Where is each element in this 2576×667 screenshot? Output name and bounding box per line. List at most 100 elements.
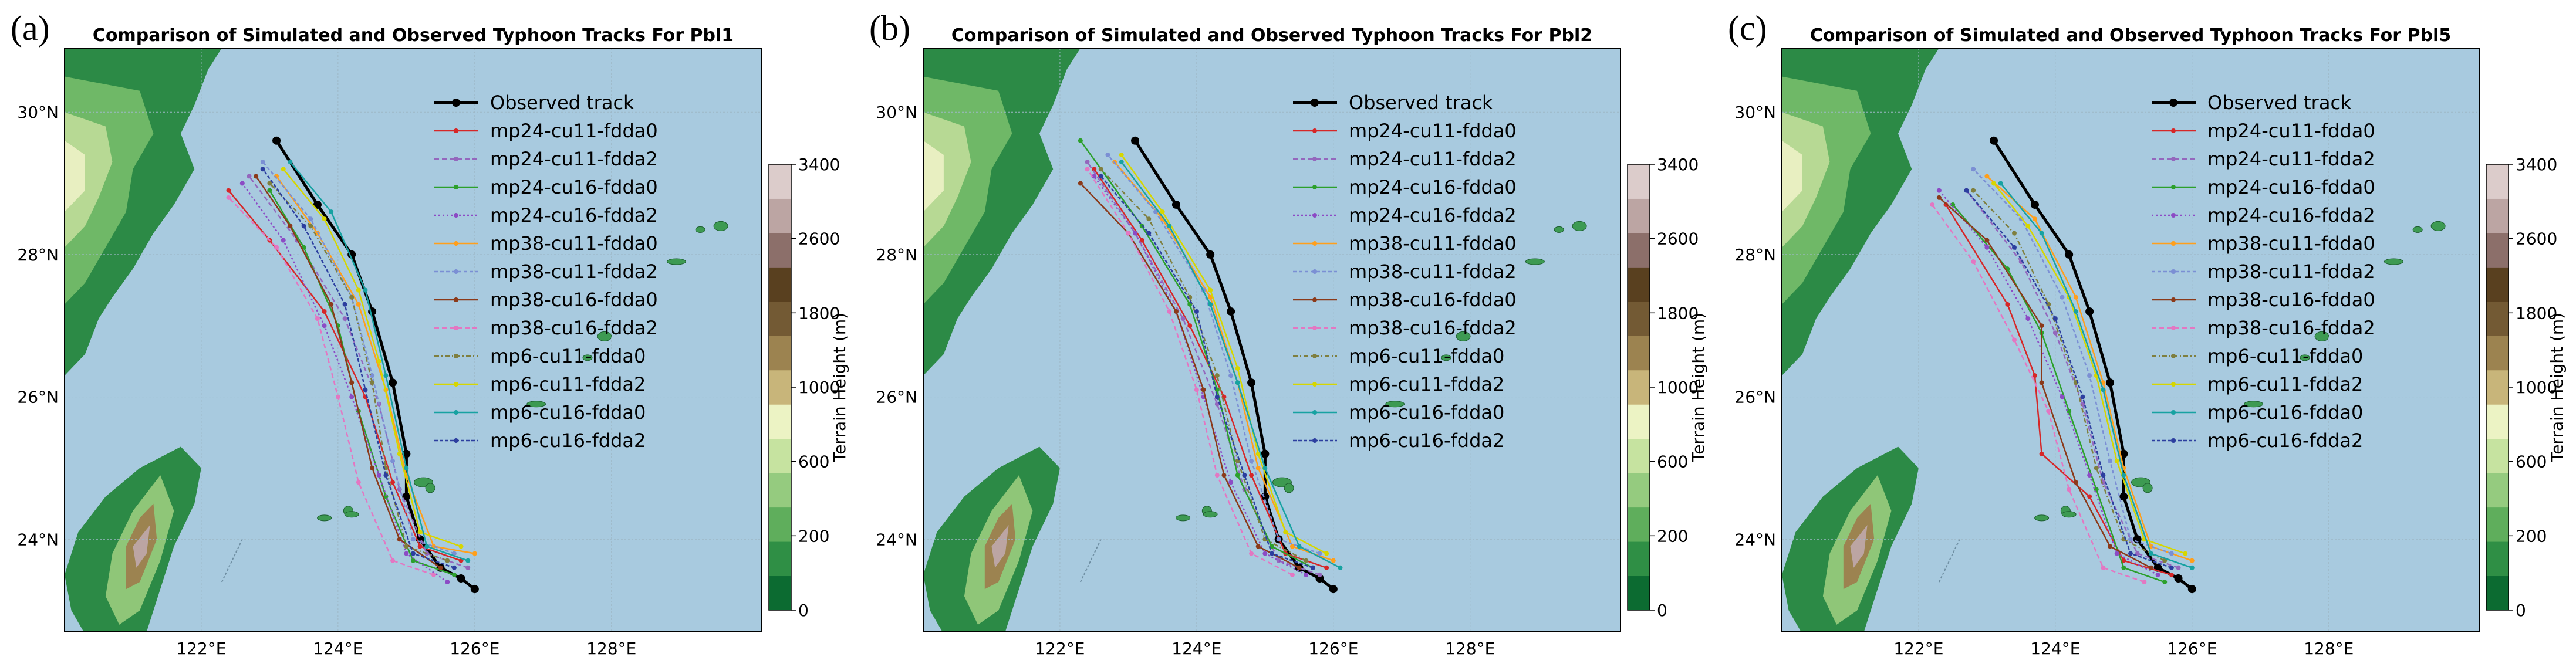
track-point — [1201, 387, 1206, 392]
colorbar-tick-label: 600 — [798, 452, 829, 472]
x-tick-label: 124°E — [2030, 639, 2080, 658]
track-point — [1317, 551, 1322, 556]
track-point — [1270, 551, 1274, 556]
track-point — [1194, 387, 1199, 392]
track-point — [465, 565, 471, 570]
legend-marker — [452, 99, 460, 107]
track-point — [2119, 492, 2128, 501]
legend-label: mp24-cu16-fdda2 — [2207, 204, 2375, 226]
track-point — [1304, 572, 1309, 577]
track-point — [1126, 231, 1131, 236]
track-point — [370, 380, 375, 385]
colorbar-segment — [2486, 473, 2509, 508]
track-point — [315, 316, 320, 321]
track-point — [1964, 188, 1969, 193]
taiwan-peak — [1850, 525, 1868, 568]
island — [2300, 354, 2310, 361]
track-point — [2065, 250, 2074, 259]
island — [2244, 401, 2264, 408]
track-point — [226, 188, 231, 193]
colorbar-segment — [2486, 301, 2509, 336]
island — [344, 511, 359, 518]
track-point — [2085, 307, 2094, 316]
track-point — [267, 181, 272, 186]
island — [2142, 483, 2153, 493]
chart-title: Comparison of Simulated and Observed Typ… — [951, 25, 1592, 46]
track-point — [2121, 473, 2126, 478]
track-point — [1984, 238, 1990, 243]
track-point — [1214, 373, 1220, 378]
legend-label: mp24-cu16-fdda0 — [2207, 176, 2375, 198]
track-point — [2142, 580, 2147, 585]
track-point — [1235, 473, 1240, 478]
x-tick-label: 122°E — [1893, 639, 1943, 658]
track-point — [1261, 449, 1270, 458]
y-tick-label: 28°N — [17, 245, 59, 265]
track-point — [2135, 551, 2140, 556]
legend-label: mp38-cu11-fdda2 — [2207, 260, 2375, 283]
track-map-b: (b) Comparison of Simulated and Observed … — [869, 9, 1708, 658]
colorbar-tick-label: 0 — [2516, 601, 2526, 620]
colorbar-tick-label: 3400 — [1657, 155, 1699, 174]
track-point — [1338, 565, 1343, 570]
island — [317, 514, 332, 522]
track-point — [431, 572, 436, 577]
track-point — [2174, 574, 2183, 583]
island — [2061, 511, 2077, 518]
track-point — [2012, 231, 2017, 236]
legend-label: mp24-cu11-fdda0 — [490, 120, 658, 142]
track-point — [2187, 585, 2196, 594]
legend-marker — [2171, 382, 2176, 387]
island — [2412, 226, 2423, 233]
track-point — [281, 167, 286, 172]
track-point — [2114, 458, 2119, 463]
track-point — [2039, 380, 2044, 385]
track-point — [1085, 160, 1090, 165]
legend-marker — [1312, 269, 1317, 274]
colorbar-segment — [2486, 404, 2509, 439]
island — [425, 483, 435, 493]
track-point — [370, 373, 375, 378]
legend-marker — [2171, 128, 2176, 133]
legend-marker — [2171, 269, 2176, 274]
track-point — [1221, 473, 1227, 478]
legend-label: mp38-cu16-fdda0 — [2207, 289, 2375, 311]
track-point — [1283, 530, 1288, 535]
track-point — [2067, 487, 2072, 492]
track-point — [383, 494, 389, 499]
track-point — [417, 530, 423, 535]
track-point — [288, 160, 293, 165]
panel-letter: (c) — [1728, 9, 1767, 48]
track-point — [2101, 473, 2106, 478]
track-point — [2121, 565, 2126, 570]
legend-label: mp24-cu11-fdda0 — [2207, 120, 2375, 142]
mainland-high — [1782, 112, 1830, 248]
track-point — [1984, 174, 1990, 179]
legend-label: mp6-cu11-fdda0 — [1349, 345, 1504, 367]
track-point — [1324, 551, 1329, 556]
colorbar-tick-label: 0 — [1657, 601, 1667, 620]
y-tick-label: 28°N — [1734, 245, 1776, 265]
track-point — [342, 316, 347, 321]
track-point — [1078, 181, 1083, 186]
track-point — [2080, 394, 2085, 399]
map-frame — [923, 48, 1621, 632]
track-point — [349, 380, 355, 385]
track-point — [1249, 458, 1254, 463]
panel-a: (a) Comparison of Simulated and Observed … — [0, 0, 859, 667]
track-point — [2094, 487, 2099, 492]
colorbar-tick-label: 2600 — [2516, 229, 2557, 249]
colorbar-segment — [769, 404, 791, 439]
island — [2314, 331, 2329, 341]
track-point — [274, 245, 279, 250]
track-point — [272, 136, 281, 145]
track-point — [1950, 202, 1956, 207]
track-point — [1180, 316, 1186, 321]
legend-marker — [2171, 213, 2176, 218]
track-point — [2169, 572, 2174, 577]
legend-label: mp38-cu16-fdda0 — [490, 289, 658, 311]
legend-marker — [2171, 438, 2176, 443]
track-point — [370, 465, 375, 470]
track-point — [2073, 294, 2078, 300]
legend-marker — [2171, 326, 2176, 330]
